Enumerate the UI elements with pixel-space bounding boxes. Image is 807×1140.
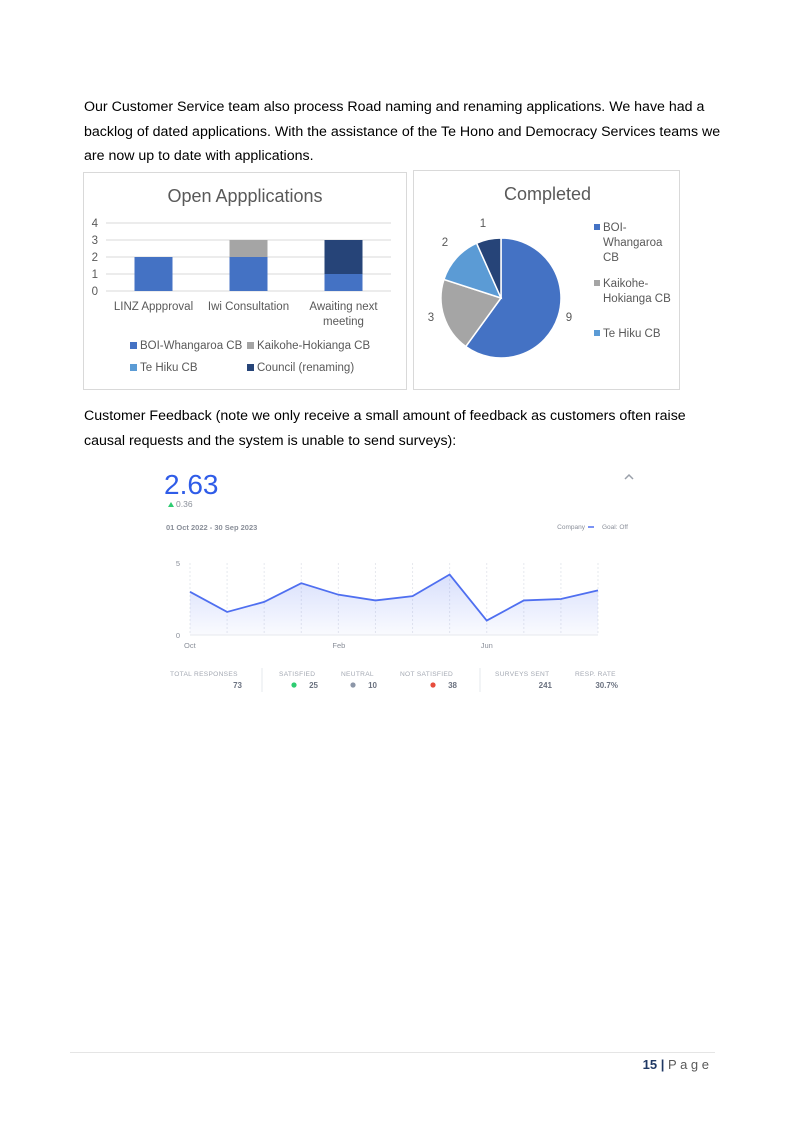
legend-label: Te Hiku CB [603, 328, 661, 340]
chart-title: Open Appplications [167, 186, 323, 206]
pie-data-label: 9 [566, 312, 572, 324]
chevron-up-icon [624, 473, 634, 480]
stat-value: 25 [309, 681, 318, 690]
stat-dot [430, 682, 436, 688]
stat-dot [291, 682, 297, 688]
pie-chart-plot: 9 3 2 1 BOI- Whangaroa CB Kaikohe- Hokianga CB Te… [428, 218, 671, 359]
bar-chart-plot: 0 1 2 3 4 LINZ Appproval Iwi Consultation Await… [92, 218, 391, 374]
y-tick-label: 4 [92, 218, 99, 230]
chart-title: Completed [504, 184, 592, 204]
series-line [189, 573, 599, 622]
legend-swatch [594, 330, 600, 336]
y-tick-label: 3 [92, 235, 98, 247]
x-tick-label: LINZ Appproval [114, 301, 193, 313]
y-tick-label: 2 [92, 252, 98, 264]
legend-label: Kaikohe-Hokianga CB [257, 340, 370, 352]
stat-label: TOTAL RESPONSES [170, 671, 238, 678]
y-tick-label: 5 [176, 559, 180, 568]
x-tick-label: Feb [332, 641, 345, 650]
legend-label: Kaikohe- [603, 278, 649, 290]
page-word: P a g e [668, 1057, 709, 1072]
date-range: 01 Oct 2022 - 30 Sep 2023 [166, 523, 257, 532]
stat-label: SURVEYS SENT [495, 671, 549, 678]
bar [324, 240, 363, 274]
y-tick-label: 0 [176, 631, 180, 640]
score-value: 2.63 [164, 469, 219, 500]
stat-dot [350, 682, 356, 688]
stat-value: 73 [233, 681, 242, 690]
stat-label: NOT SATISFIED [400, 671, 453, 678]
legend-company: Company [557, 524, 586, 531]
x-tick-label: Iwi Consultation [208, 301, 289, 313]
road-naming-paragraph: Our Customer Service team also process R… [84, 99, 721, 164]
stat-label: RESP. RATE [575, 671, 616, 678]
completed-chart: Completed 9 3 2 1 BOI- Whangaroa CB Kaikohe- Hok… [413, 170, 680, 390]
legend-label: Council (renaming) [257, 362, 354, 374]
stat-label: NEUTRAL [341, 671, 374, 678]
legend-swatch [130, 342, 137, 349]
bar [229, 240, 268, 257]
legend-swatch [247, 364, 254, 371]
stat-value: 38 [448, 681, 457, 690]
stat-value: 10 [368, 681, 377, 690]
feedback-intro-paragraph: Customer Feedback (note we only receive … [84, 408, 686, 449]
legend-label: CB [603, 252, 619, 264]
legend-swatch [594, 224, 600, 230]
page-footer: 15 | P a g e [643, 1057, 709, 1072]
bar [229, 257, 268, 291]
legend-label: Hokianga CB [603, 293, 671, 305]
legend-label: BOI-Whangaroa CB [140, 340, 243, 352]
open-applications-chart: Open Appplications 0 1 2 3 4 LINZ Appproval Iw… [83, 172, 407, 390]
customer-feedback-widget: 2.63 0.36 01 Oct 2022 - 30 Sep 2023 Company… [160, 460, 640, 700]
pie-slice [475, 237, 502, 299]
pie-data-label: 1 [480, 218, 486, 230]
legend-swatch [130, 364, 137, 371]
legend-swatch [594, 280, 600, 286]
pie-slice [440, 278, 503, 348]
footer-divider [70, 1052, 715, 1053]
y-tick-label: 0 [92, 286, 98, 298]
legend-label: Te Hiku CB [140, 362, 198, 374]
stat-label: SATISFIED [279, 671, 315, 678]
series-area [190, 574, 598, 635]
pie-slice [464, 237, 562, 359]
y-tick-label: 1 [92, 269, 98, 281]
pie-data-label: 2 [442, 237, 448, 249]
bar [324, 274, 363, 291]
score-delta: 0.36 [176, 499, 193, 509]
footer-separator: | [660, 1057, 665, 1072]
stat-value: 30.7% [595, 681, 618, 690]
stat-value: 241 [539, 681, 553, 690]
legend-swatch [247, 342, 254, 349]
bar [134, 257, 173, 291]
x-tick-label: Awaiting next [309, 301, 378, 313]
legend-label: BOI- [603, 222, 627, 234]
x-tick-label: meeting [323, 316, 364, 328]
legend-label: Whangaroa [603, 237, 663, 249]
delta-up-icon [168, 502, 174, 507]
legend-goal: Goal: Off [602, 524, 628, 531]
feedback-chart: 2.630.36 01 Oct 2022 - 30 Sep 2023 Company… [164, 469, 634, 692]
x-tick-label: Jun [481, 641, 493, 650]
page-number: 15 [642, 1057, 658, 1072]
pie-data-label: 3 [428, 312, 434, 324]
x-tick-label: Oct [184, 641, 197, 650]
